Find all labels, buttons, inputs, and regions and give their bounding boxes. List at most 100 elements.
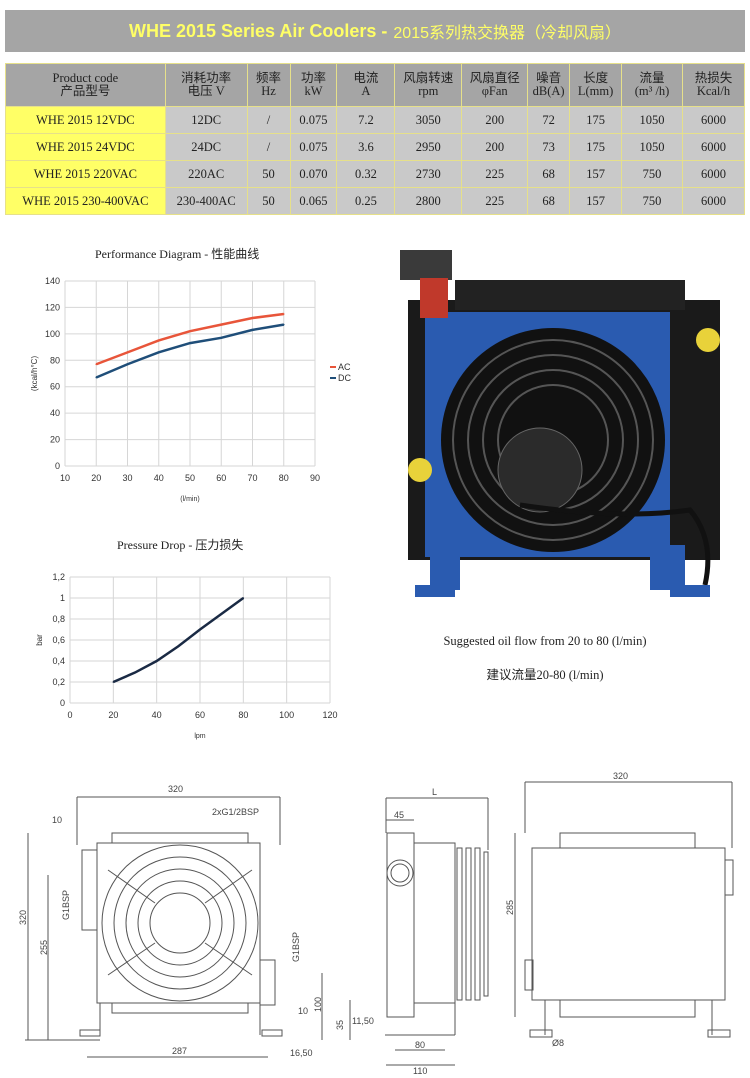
dim-length: L [432,787,437,797]
dim-foot-offset-side: 11,50 [352,1016,374,1026]
legend-label: AC [338,362,351,372]
table-cell: 6000 [681,160,746,188]
table-cell: / [246,106,291,134]
table-cell: 3050 [394,106,463,134]
dim-port-right: G1BSP [291,932,301,962]
table-cell: 2950 [394,133,463,161]
data-point [282,323,285,326]
table-cell: 230-400AC [164,187,248,215]
table-cell: 50 [246,187,291,215]
dim-front-width: 320 [168,784,183,794]
table-cell: 0.25 [336,187,396,215]
table-cell: / [246,133,291,161]
data-point [134,671,136,674]
dim-ports: 2xG1/2BSP [212,807,259,817]
data-point [199,628,201,631]
y-tick-label: 0,6 [52,635,65,645]
legend-label: DC [338,373,351,383]
dim-hole-spacing: 80 [415,1040,425,1050]
table-cell: 0.32 [336,160,396,188]
title-cn: 2015系列热交换器（冷却风扇） [393,25,622,42]
data-point [189,330,191,333]
x-tick-label: 60 [216,473,226,483]
x-tick-label: 20 [108,710,118,720]
table-cell: 0.075 [289,106,338,134]
dim-hole: Ø8 [552,1038,564,1048]
table-row: WHE 2015 24VDC 24DC/0.075 3.6 2950 200 73 175 1… [5,133,746,161]
table-cell: 12DC [164,106,248,134]
column-header-line: 流量 [639,71,665,85]
data-point [251,317,254,319]
y-tick-label: 80 [50,355,60,365]
dim-port-left: G1BSP [61,890,71,920]
column-header: 消耗功率 电压 V [164,63,248,107]
column-header-line: 产品型号 [60,84,111,98]
column-header: 噪音 dB(A) [527,63,571,107]
y-tick-label: 1 [60,593,65,603]
column-header: 流量 (m³ /h) [621,63,683,107]
title-en: WHE 2015 Series Air Coolers - [128,20,388,41]
table-cell: 6000 [681,133,746,161]
photo-caption-en: Suggested oil flow from 20 to 80 (l/min) [443,634,647,648]
dim-port-height: 255 [39,940,49,955]
table-cell: 200 [461,133,529,161]
column-header-line: 风扇转速 [403,71,454,85]
dim-foot-offset: 16,50 [290,1048,313,1058]
dim-back-height: 285 [505,900,515,915]
y-tick-label: 0 [60,698,65,708]
data-point [95,376,98,379]
x-tick-label: 100 [279,710,294,720]
data-point [126,351,129,354]
table-cell: 157 [569,187,623,215]
dim-offset-top: 10 [52,815,62,825]
y-tick-label: 0 [55,461,60,471]
y-axis-label: (kcal/h°C) [30,356,39,392]
column-header-line: dB(A) [532,84,565,98]
y-tick-label: 0,8 [52,614,65,624]
column-header-line: 功率 [300,71,326,85]
column-header: 长度 L(mm) [569,63,623,107]
x-tick-label: 10 [60,473,70,483]
table-cell: 0.075 [289,133,338,161]
table-cell: 750 [621,187,683,215]
dim-back-width: 320 [613,771,628,781]
side-view [349,797,489,1066]
back-view [514,781,734,1038]
data-point [157,339,160,342]
data-point [282,313,285,315]
table-cell: 1050 [621,106,683,134]
connector-icon [420,278,448,318]
y-tick-label: 40 [50,408,60,418]
y-tick-label: 0,2 [52,677,65,687]
product-code-cell: WHE 2015 230-400VAC [5,187,166,215]
data-point [155,660,158,662]
table-cell: 72 [527,106,571,134]
column-header-line: φFan [481,84,508,98]
column-header-line: 风扇直径 [469,71,520,85]
column-header-line: A [361,84,371,98]
y-axis-label: bar [35,634,44,646]
data-point [95,363,98,366]
column-header-line: 消耗功率 [181,71,232,85]
data-point [220,612,223,615]
column-header-line: Hz [261,84,276,98]
y-tick-label: 60 [50,382,60,392]
performance-chart: 10 20 30 40 50 60 70 80 90 0 20 40 60 80 100 120 140 (l/m… [30,276,351,503]
table-cell: 50 [246,160,291,188]
table-cell: 24DC [164,133,248,161]
spec-table: Product code 产品型号 消耗功率 电压 V 频率 Hz 功率 kW 电流 A 风扇转速 r… [5,63,746,215]
data-point [251,329,254,331]
table-cell: 2800 [394,187,463,215]
column-header-line: 热损失 [694,71,733,85]
data-point [177,645,180,648]
table-cell: 225 [461,187,529,215]
y-tick-label: 100 [45,329,60,339]
column-header: 风扇转速 rpm [394,63,463,107]
y-tick-label: 20 [50,435,60,445]
column-header-line: 频率 [256,71,282,85]
table-cell: 175 [569,133,623,161]
column-header-line: (m³ /h) [634,84,670,98]
column-header-line: kW [304,84,323,98]
table-cell: 6000 [681,106,746,134]
